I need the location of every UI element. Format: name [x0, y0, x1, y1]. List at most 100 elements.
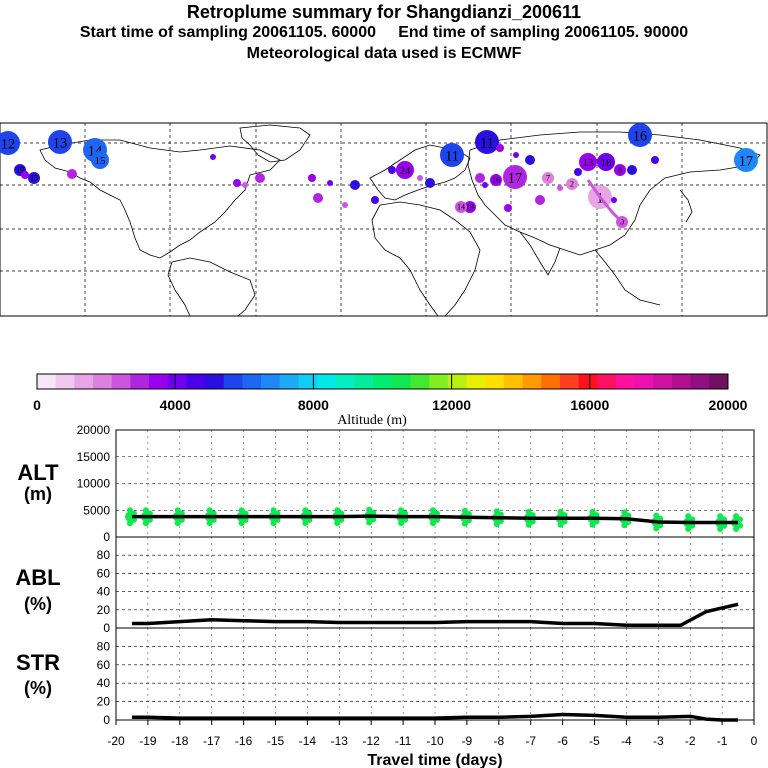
trajectory-marker: 19	[464, 201, 476, 213]
alt-scatter-point	[334, 507, 341, 514]
alt-scatter-point	[493, 521, 500, 528]
colorbar-cell	[391, 374, 412, 389]
colorbar-cell	[559, 374, 580, 389]
colorbar-cell	[485, 374, 505, 389]
trajectory-marker-label: 2	[570, 180, 574, 189]
trajectory-marker: 12	[0, 131, 20, 155]
colorbar-cell	[541, 374, 561, 389]
colorbar-cells	[37, 374, 729, 389]
alt-scatter-point	[206, 520, 213, 527]
trajectory-marker-dot	[455, 201, 467, 213]
trajectory-marker-dot	[542, 172, 554, 184]
x-tick-label: -3	[653, 734, 664, 748]
trajectory-marker-dot	[440, 143, 464, 167]
trajectory-marker-dot	[734, 148, 758, 172]
trajectory-marker: 2	[566, 178, 578, 190]
trajectory-marker-label: 24	[400, 165, 411, 177]
trajectory-dot	[627, 165, 637, 175]
alt-scatter-point	[366, 506, 373, 513]
trajectory-dot	[313, 193, 323, 203]
x-tick-label: -18	[171, 734, 189, 748]
trajectory-marker-label: 12	[1, 136, 15, 152]
alt-scatter-point	[557, 521, 564, 528]
colorbar-cell	[93, 374, 113, 389]
alt-scatter-point	[398, 507, 405, 514]
alt-scatter-point	[653, 512, 660, 519]
colorbar-cell	[690, 374, 710, 389]
trajectory-marker-dot	[597, 153, 615, 171]
colorbar-cell	[597, 374, 617, 389]
abl-tick-label: 0	[103, 621, 110, 635]
trajectory-dot	[342, 202, 348, 208]
alt-scatter-point	[717, 513, 724, 520]
x-tick-label: -16	[235, 734, 253, 748]
alt-scatter-point	[334, 520, 341, 527]
alt-scatter-point	[206, 507, 213, 514]
x-tick-label: -1	[717, 734, 728, 748]
coast-south-america	[167, 257, 256, 317]
trajectory-marker: 16	[628, 123, 652, 147]
x-tick-label: -7	[525, 734, 536, 748]
met-data-label: Meteorological data used is ECMWF	[246, 45, 522, 62]
alt-scatter-point	[525, 508, 532, 515]
trajectory-dot	[350, 180, 360, 190]
trajectory-dot	[513, 152, 519, 158]
abl-axis-label: ABL	[15, 565, 60, 590]
alt-scatter-point	[717, 525, 724, 532]
trajectory-marker: 14	[455, 201, 467, 213]
trajectory-marker-label: 17	[508, 170, 522, 186]
trajectory-marker-dot	[48, 130, 72, 154]
x-tick-label: -19	[139, 734, 157, 748]
x-axis: -20 -19 -18 -17 -16 -15 -14 -13 -12 -11 -10 -9 -8 -7-…	[107, 720, 758, 768]
trajectory-dot	[525, 155, 535, 165]
trajectory-marker-dot	[628, 123, 652, 147]
x-tick-label: -11	[395, 734, 412, 748]
trajectory-marker-dot	[579, 153, 597, 171]
trajectory-marker: 24	[396, 161, 414, 179]
trajectory-marker: 13	[48, 130, 72, 154]
trajectory-marker-dot	[91, 151, 109, 169]
str-tick-label: 20	[97, 695, 111, 709]
str-axis-label: STR	[16, 650, 60, 675]
colorbar-cell	[335, 374, 355, 389]
colorbar-cell	[615, 374, 636, 389]
trajectory-marker-dot	[566, 178, 578, 190]
trajectory-marker-dot	[503, 165, 527, 189]
alt-scatter-point	[525, 521, 532, 528]
alt-scatter-point	[238, 507, 245, 514]
coastlines	[39, 124, 761, 317]
trajectory-marker-label: 16	[633, 128, 647, 144]
colorbar-cell	[186, 374, 206, 389]
colorbar-tick-label: 20000	[709, 397, 748, 413]
map-frame	[0, 122, 768, 317]
trajectory-marker-label: 0	[620, 218, 624, 227]
alt-tick-label: 0	[103, 530, 110, 544]
alt-tick-label: 20000	[77, 423, 111, 437]
str-tick-label: 0	[103, 713, 110, 727]
colorbar-tick-label: 8000	[298, 397, 329, 413]
coast-europe	[369, 144, 471, 201]
altitude-colorbar: 0 4000 8000 12000 16000 20000 Altitude (m)	[33, 373, 748, 428]
str-panel: 0 20 40 60 80 STR (%)	[16, 627, 755, 727]
alt-scatter-point	[398, 520, 405, 527]
trajectory-marker: 13	[579, 153, 597, 171]
alt-scatter-point	[430, 520, 436, 527]
alt-scatter-point	[270, 520, 277, 527]
trajectory-dot	[371, 196, 379, 204]
colorbar-cell	[317, 374, 337, 389]
trajectory-marker-label: 14	[457, 203, 465, 212]
x-tick-label: -2	[685, 734, 696, 748]
alt-scatter-point	[238, 520, 245, 527]
alt-scatter-point	[589, 521, 596, 528]
trajectory-dot	[611, 197, 617, 203]
str-panel-frame	[115, 627, 755, 721]
trajectory-marker: 17	[503, 165, 527, 189]
trajectory-marker: 16	[490, 174, 502, 186]
colorbar-cell	[205, 374, 225, 389]
x-tick-label: 0	[751, 734, 758, 748]
x-tick-label: -17	[203, 734, 221, 748]
sampling-times: Start time of sampling 20061105. 60000 E…	[0, 24, 768, 42]
x-tick-label: -10	[426, 734, 444, 748]
trajectory-marker: 7	[542, 172, 554, 184]
